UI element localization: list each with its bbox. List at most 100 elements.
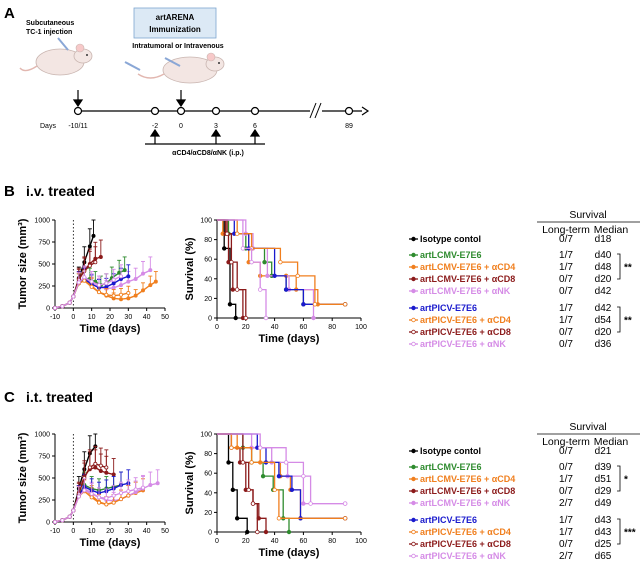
legend-row: artPICV-E7E6 + αCD4 1/7 d54 [409, 315, 612, 326]
legend-group-name: artLCMV-E7E6 + αNK [420, 286, 511, 296]
legend-median-value: d43 [595, 527, 612, 538]
panel-b-title: i.v. treated [26, 183, 95, 199]
legend-median-value: d40 [595, 250, 612, 261]
survival-point [240, 246, 246, 251]
growth-point [87, 263, 92, 268]
y-tick-label: 80 [204, 451, 212, 458]
x-tick-label: 60 [300, 324, 308, 331]
growth-point [111, 472, 116, 477]
legend-median-value: d43 [595, 515, 612, 526]
growth-point [97, 495, 102, 500]
growth-series [53, 474, 145, 525]
legend-group-name: artLCMV-E7E6 [420, 250, 482, 260]
legend-marker [411, 553, 416, 559]
legend-row: artLCMV-E7E6 + αNK 2/7 d49 [409, 498, 612, 509]
survival-point [249, 460, 254, 465]
growth-point [89, 491, 94, 496]
y-tick-label: 750 [38, 454, 50, 461]
legend-longterm-value: 0/7 [559, 539, 573, 550]
survival-point [286, 529, 292, 535]
timeline-day-3: 0 [179, 123, 183, 130]
legend-median-value: d42 [595, 303, 612, 314]
legend-group-name: artPICV-E7E6 + αCD4 [420, 527, 511, 537]
legend-marker [411, 517, 416, 523]
growth-point [111, 285, 116, 290]
survival-series [217, 433, 250, 535]
immunization-box-line2: Immunization [149, 25, 201, 34]
growth-point [97, 500, 102, 505]
y-tick-label: 20 [204, 296, 212, 303]
survival-point [255, 529, 260, 535]
y-axis-label: Survival (%) [184, 237, 196, 300]
survival-point [263, 315, 269, 321]
legend-group-name: artPICV-E7E6 [420, 303, 477, 313]
legend-longterm-value: 2/7 [559, 551, 573, 562]
x-tick-label: 80 [328, 324, 336, 331]
survival-point [260, 473, 266, 479]
growth-point [89, 284, 94, 289]
legend-row: artPICV-E7E6 + αCD8 0/7 d25 [409, 539, 612, 550]
growth-point [148, 268, 153, 273]
legend-row: artLCMV-E7E6 1/7 d40 [409, 250, 612, 261]
legend-marker [411, 476, 416, 482]
growth-point [93, 465, 98, 470]
survival-step-line [217, 219, 346, 305]
legend-longterm-value: 1/7 [559, 474, 573, 485]
legend-median-value: d54 [595, 315, 612, 326]
survival-series [217, 219, 348, 307]
legend-group-name: artLCMV-E7E6 + αCD4 [420, 474, 515, 484]
legend-row: artLCMV-E7E6 + αNK 0/7 d42 [409, 286, 612, 297]
legend-longterm-value: 0/7 [559, 327, 573, 338]
x-tick-label: 10 [88, 528, 96, 535]
legend-median-value: d29 [595, 486, 612, 497]
legend-group-name: artLCMV-E7E6 + αCD4 [420, 262, 515, 272]
survival-point [243, 315, 248, 321]
survival-point [312, 302, 318, 307]
growth-point [140, 271, 145, 276]
growth-point [140, 288, 145, 293]
x-tick-label: 40 [271, 324, 279, 331]
legend-median-value: d25 [595, 539, 612, 550]
growth-point [119, 297, 124, 302]
panel-c-title: i.t. treated [26, 389, 93, 405]
growth-point [126, 291, 131, 296]
legend-row: Isotype contol 0/7 d21 [409, 446, 612, 457]
survival-point [263, 529, 269, 535]
legend-row: artLCMV-E7E6 + αCD4 1/7 d48 [409, 262, 612, 273]
timeline-day-6: 89 [345, 123, 353, 130]
growth-point [97, 283, 102, 288]
legend-group-name: Isotype contol [420, 446, 481, 456]
legend-marker [411, 500, 416, 506]
growth-point [71, 294, 76, 299]
x-tick-label: 30 [124, 314, 132, 321]
legend-longterm-value: 0/7 [559, 486, 573, 497]
growth-point [71, 508, 76, 513]
survival-point [311, 315, 316, 321]
y-tick-label: 0 [208, 530, 212, 537]
legend-row: artPICV-E7E6 1/7 d43 [409, 515, 612, 526]
y-tick-label: 500 [38, 476, 50, 483]
growth-point [111, 493, 116, 498]
survival-point [272, 487, 277, 493]
growth-series [53, 471, 124, 525]
growth-point [67, 514, 72, 519]
legend-group-name: artLCMV-E7E6 [420, 462, 482, 472]
y-axis-label: Tumor size (mm³) [17, 218, 29, 309]
growth-point [104, 281, 109, 286]
legend-row: artPICV-E7E6 + αCD4 1/7 d43 [409, 527, 612, 538]
legend-median-value: d48 [595, 262, 612, 273]
growth-point [98, 254, 103, 259]
legend-median-value: d51 [595, 474, 612, 485]
y-tick-label: 500 [38, 262, 50, 269]
survival-point [224, 231, 230, 236]
x-tick-label: 40 [271, 538, 279, 545]
survival-point [262, 259, 267, 265]
mouse-illustration-left [19, 37, 93, 76]
survival-point [234, 231, 240, 236]
significance-bracket [617, 465, 621, 492]
y-tick-label: 0 [46, 520, 50, 527]
legend-longterm-value: 1/7 [559, 262, 573, 273]
x-axis-label: Time (days) [259, 547, 320, 559]
x-tick-label: 0 [71, 528, 75, 535]
survival-point [283, 287, 289, 292]
